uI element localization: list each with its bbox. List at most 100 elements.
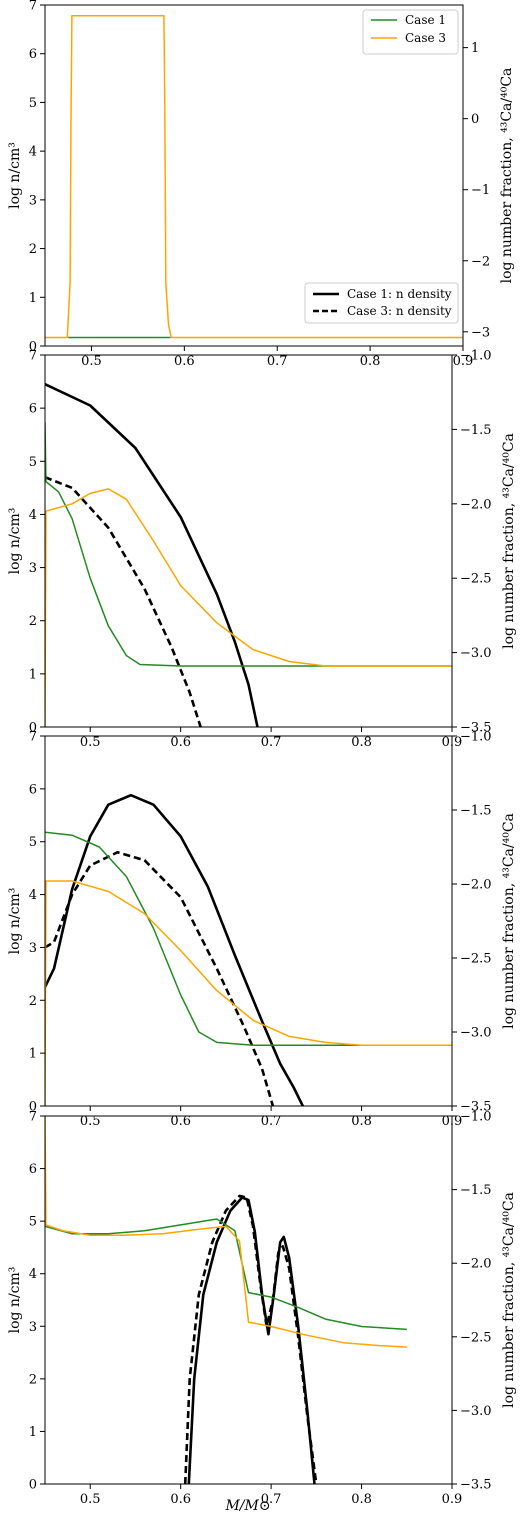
series-line-case-3 <box>45 1116 407 1348</box>
plot-frame <box>44 1115 453 1485</box>
y-right-tick-label: 1 <box>471 41 479 56</box>
y-left-tick-label: 5 <box>29 1215 37 1230</box>
legend-label: Case 1 <box>405 13 446 27</box>
y-left-tick-label: 0 <box>29 340 37 355</box>
y-left-tick-label: 6 <box>29 1162 37 1177</box>
series-line-case-3-n-density <box>45 475 202 727</box>
plot-frame <box>44 4 464 347</box>
y-left-tick-label: 4 <box>29 508 37 523</box>
y-left-tick-label: 4 <box>29 888 37 903</box>
y-right-tick-label: −1.0 <box>460 730 492 745</box>
x-tick-label: 0.8 <box>351 1492 372 1507</box>
y-left-tick-label: 0 <box>29 1100 37 1115</box>
x-tick-label: 0.8 <box>360 354 381 369</box>
y-left-tick-label: 3 <box>29 941 37 956</box>
x-tick-label: 0.6 <box>170 1114 191 1129</box>
y-left-tick-label: 5 <box>29 96 37 111</box>
x-axis-label: M/M⊙ <box>224 1498 270 1514</box>
y-left-tick-label: 3 <box>29 1320 37 1335</box>
x-tick-label: 0.7 <box>261 1492 282 1507</box>
y-left-tick-label: 5 <box>29 455 37 470</box>
x-tick-label: 0.6 <box>170 1492 191 1507</box>
panel-1: 0.5 0.6 0.7 0.8 0.9 0 1 2 3 4 5 6 7 −3 −2 −1 0 1 log n/cm³… <box>7 0 515 369</box>
y-right-tick-label: −2.5 <box>460 1330 492 1345</box>
y-left-tick-label: 1 <box>29 1047 37 1062</box>
y-left-tick-label: 5 <box>29 835 37 850</box>
series-group <box>45 383 452 727</box>
y-right-tick-label: −1.5 <box>460 1183 492 1198</box>
y-left-axis-label: log n/cm³ <box>7 508 23 575</box>
y-left-tick-label: 1 <box>29 291 37 306</box>
x-tick-label: 0.7 <box>267 354 288 369</box>
y-left-tick-label: 0 <box>29 1478 37 1493</box>
y-right-tick-label: −3.0 <box>460 1404 492 1419</box>
y-right-axis-label: log number fraction, ⁴³Ca/⁴⁰Ca <box>499 68 515 284</box>
panel-2: 0.5 0.6 0.7 0.8 0.9 0 1 2 3 4 5 6 7 −3.5 −3.0 −2.5 −2.0 −… <box>7 349 517 751</box>
x-tick-label: 0.7 <box>261 1114 282 1129</box>
x-tick-label: 0.7 <box>261 735 282 750</box>
y-right-tick-label: −1 <box>471 183 490 198</box>
series-line-case-1-n-density <box>45 793 304 1106</box>
x-tick-label: 0.8 <box>351 1114 372 1129</box>
y-left-tick-label: 3 <box>29 193 37 208</box>
y-right-tick-label: −3.5 <box>460 1478 492 1493</box>
y-left-tick-label: 7 <box>29 730 37 745</box>
y-right-tick-label: −3 <box>471 325 490 340</box>
series-line-case-1 <box>45 421 452 667</box>
series-line-case-3 <box>45 14 463 339</box>
legend-label: Case 3: n density <box>347 304 452 318</box>
series-group <box>45 14 463 339</box>
series-line-case-3 <box>45 488 452 727</box>
y-right-tick-label: −1.5 <box>460 804 492 819</box>
y-right-tick-label: −3.5 <box>460 721 492 736</box>
panel-4: 0.5 0.6 0.7 0.8 0.9 0 1 2 3 4 5 6 7 −3.5 −3.0 −2.5 −2.0 −… <box>7 1110 517 1508</box>
y-right-tick-label: −2.5 <box>460 952 492 967</box>
y-right-tick-label: −2 <box>471 254 490 269</box>
plot-frame <box>44 735 453 1107</box>
x-tick-label: 0.6 <box>170 735 191 750</box>
y-left-tick-label: 7 <box>29 1110 37 1125</box>
y-right-tick-label: −2.0 <box>460 878 492 893</box>
y-left-tick-label: 7 <box>29 0 37 14</box>
y-left-tick-label: 2 <box>29 242 37 257</box>
series-line-case-3-n-density <box>45 851 275 1106</box>
series-line-case-3 <box>45 880 452 1106</box>
y-left-tick-label: 3 <box>29 561 37 576</box>
y-right-tick-label: −1.5 <box>460 423 492 438</box>
series-line-case-1 <box>45 831 452 1047</box>
legend-fraction: Case 1 Case 3 <box>362 9 459 55</box>
y-left-tick-label: 6 <box>29 47 37 62</box>
y-right-axis-label: log number fraction, ⁴³Ca/⁴⁰Ca <box>501 1192 517 1408</box>
series-line-case-1 <box>45 1218 407 1331</box>
y-right-tick-label: −2.0 <box>460 1257 492 1272</box>
x-tick-label: 0.5 <box>81 354 102 369</box>
y-left-tick-label: 0 <box>29 721 37 736</box>
x-tick-label: 0.6 <box>174 354 195 369</box>
y-right-tick-label: −2.5 <box>460 572 492 587</box>
y-left-axis-label: log n/cm³ <box>7 142 23 209</box>
y-left-tick-label: 1 <box>29 667 37 682</box>
series-line-case-3-n-density <box>183 1194 318 1484</box>
x-tick-label: 0.5 <box>80 1492 101 1507</box>
x-tick-label: 0.5 <box>80 1114 101 1129</box>
series-group <box>45 1116 407 1484</box>
panel-3: 0.5 0.6 0.7 0.8 0.901234567−3.5−3.0−2.5−2.0−… <box>7 730 517 1130</box>
y-right-axis-label: log number fraction, ⁴³Ca/⁴⁰Ca <box>501 433 517 649</box>
y-left-tick-label: 2 <box>29 1372 37 1387</box>
series-group <box>45 793 452 1106</box>
y-left-tick-label: 2 <box>29 994 37 1009</box>
y-left-axis-label: log n/cm³ <box>7 1267 23 1334</box>
legend-box <box>362 9 459 55</box>
x-tick-label: 0.5 <box>80 735 101 750</box>
y-right-tick-label: −1.0 <box>460 1110 492 1125</box>
y-right-tick-label: −1.0 <box>460 349 492 364</box>
y-left-tick-label: 6 <box>29 782 37 797</box>
y-right-tick-label: −2.0 <box>460 497 492 512</box>
y-left-tick-label: 1 <box>29 1425 37 1440</box>
series-line-case-1-n-density <box>187 1196 316 1484</box>
plot-frame <box>44 354 453 728</box>
legend-label: Case 3 <box>405 31 446 45</box>
y-left-axis-label: log n/cm³ <box>7 888 23 955</box>
x-tick-label: 0.9 <box>442 1492 463 1507</box>
